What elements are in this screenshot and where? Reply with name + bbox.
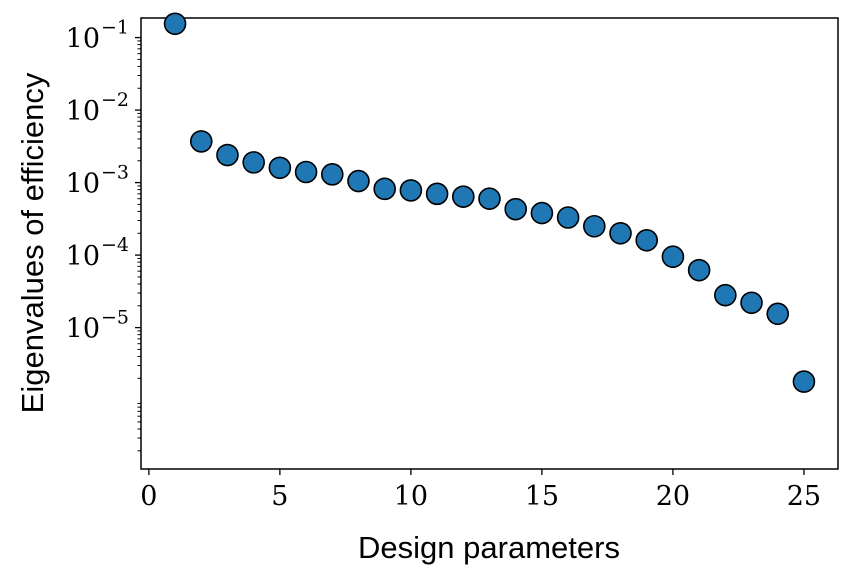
data-point xyxy=(399,179,423,202)
x-tick-label: 5 xyxy=(271,481,288,512)
data-point xyxy=(504,197,528,221)
data-point xyxy=(242,151,265,174)
data-point xyxy=(661,245,685,269)
data-point xyxy=(216,143,239,167)
data-point xyxy=(635,229,659,252)
data-point xyxy=(740,291,763,315)
data-point xyxy=(451,185,475,208)
data-point xyxy=(556,206,580,229)
x-tick-label: 15 xyxy=(525,481,559,512)
data-point xyxy=(792,370,816,393)
data-point xyxy=(320,163,344,186)
data-point xyxy=(163,12,187,36)
plot-frame xyxy=(140,17,839,470)
y-tick-label-base: 10 xyxy=(66,314,100,345)
data-point xyxy=(530,201,554,225)
x-axis-label: Design parameters xyxy=(358,530,620,565)
data-point xyxy=(609,221,632,245)
x-axis-ticks: 0 5 10 15 20 25 xyxy=(140,469,821,512)
y-tick-label-base: 10 xyxy=(66,24,100,55)
data-point xyxy=(583,214,606,238)
data-point xyxy=(687,258,711,282)
data-points xyxy=(163,12,816,393)
data-point xyxy=(714,283,737,307)
data-point xyxy=(425,182,449,206)
x-tick-label: 0 xyxy=(140,481,157,512)
data-point xyxy=(347,169,370,193)
x-tick-label: 25 xyxy=(787,481,821,512)
y-tick-label-base: 10 xyxy=(66,241,100,272)
data-point xyxy=(294,160,318,184)
y-tick-label-exponent: −3 xyxy=(101,162,129,184)
y-tick-label-exponent: −1 xyxy=(101,17,129,39)
y-tick-label-exponent: −5 xyxy=(101,307,129,329)
y-tick-label-base: 10 xyxy=(66,96,100,127)
y-axis-ticks: 10−510−410−310−210−1 xyxy=(66,17,141,452)
data-point xyxy=(766,302,790,326)
data-point xyxy=(478,187,501,210)
data-point xyxy=(189,130,213,153)
y-tick-label-exponent: −2 xyxy=(101,89,129,111)
y-axis-label: Eigenvalues of efficiency xyxy=(15,72,50,413)
data-point xyxy=(268,156,292,180)
x-tick-label: 20 xyxy=(656,481,690,512)
y-tick-label-exponent: −4 xyxy=(101,234,129,256)
data-point xyxy=(373,177,396,201)
y-tick-label-base: 10 xyxy=(66,169,100,200)
x-tick-label: 10 xyxy=(394,481,428,512)
